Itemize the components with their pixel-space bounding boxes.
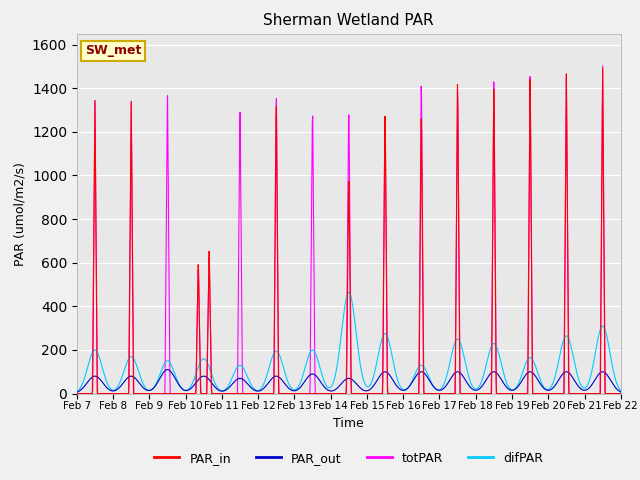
totPAR [180, 391, 188, 396]
Line: PAR_in: PAR_in [77, 68, 621, 394]
PAR_out [181, 387, 189, 393]
Title: Sherman Wetland PAR: Sherman Wetland PAR [264, 13, 434, 28]
X-axis label: Time: Time [333, 417, 364, 430]
totPAR [599, 63, 607, 69]
Y-axis label: PAR (umol/m2/s): PAR (umol/m2/s) [13, 162, 26, 265]
PAR_out [617, 389, 625, 395]
Line: PAR_out: PAR_out [77, 370, 621, 392]
difPAR [617, 388, 625, 394]
Text: SW_met: SW_met [85, 44, 141, 58]
PAR_out [553, 381, 561, 386]
totPAR [73, 391, 81, 396]
totPAR [194, 287, 202, 292]
PAR_in [255, 391, 262, 396]
PAR_out [164, 367, 172, 372]
difPAR [73, 389, 81, 395]
PAR_in [73, 391, 81, 396]
totPAR [552, 391, 560, 396]
difPAR [345, 289, 353, 295]
PAR_in [194, 285, 202, 290]
difPAR [255, 387, 262, 393]
difPAR [505, 384, 513, 390]
PAR_out [505, 386, 513, 392]
PAR_out [73, 389, 81, 395]
Line: totPAR: totPAR [77, 66, 621, 394]
totPAR [255, 391, 262, 396]
PAR_out [255, 388, 263, 394]
PAR_in [504, 391, 512, 396]
totPAR [504, 391, 512, 396]
PAR_in [617, 391, 625, 396]
Legend: PAR_in, PAR_out, totPAR, difPAR: PAR_in, PAR_out, totPAR, difPAR [150, 447, 548, 469]
difPAR [194, 366, 202, 372]
PAR_in [180, 391, 188, 396]
PAR_in [599, 65, 607, 71]
PAR_out [434, 387, 442, 393]
difPAR [180, 388, 188, 394]
PAR_in [433, 391, 441, 396]
Line: difPAR: difPAR [77, 292, 621, 392]
totPAR [433, 391, 441, 396]
difPAR [434, 387, 442, 393]
PAR_out [195, 377, 202, 383]
difPAR [553, 368, 561, 373]
totPAR [617, 391, 625, 396]
PAR_in [552, 391, 560, 396]
